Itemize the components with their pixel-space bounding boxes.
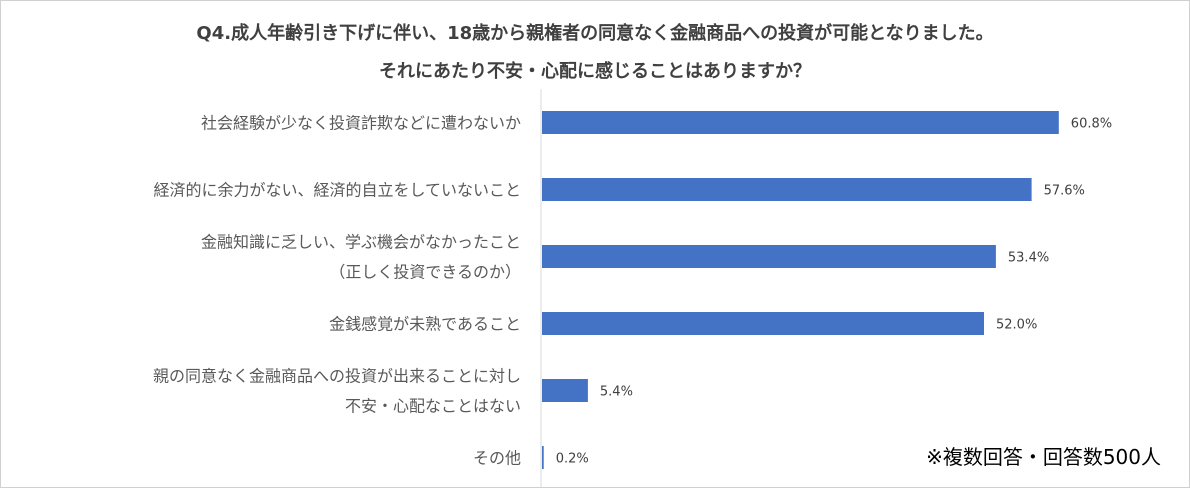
value-label-3: 52.0% <box>996 318 1037 333</box>
bar-4 <box>542 379 588 402</box>
chart-title-line-1: Q4.成人年齢引き下げに伴い、18歳から親権者の同意なく金融商品への投資が可能と… <box>196 23 994 44</box>
category-label-2-0: 金融知識に乏しい、学ぶ機会がなかったこと <box>201 233 521 252</box>
chart-title-line-2: それにあたり不安・心配に感じることはありますか？ <box>379 61 811 82</box>
bar-0 <box>542 111 1059 134</box>
response-note: ※複数回答・回答数500人 <box>926 445 1161 469</box>
value-label-2: 53.4% <box>1008 251 1049 266</box>
category-label-5-0: その他 <box>473 449 521 468</box>
bar-1 <box>542 178 1032 201</box>
bar-2 <box>542 245 996 268</box>
value-label-1: 57.6% <box>1044 184 1085 199</box>
category-label-4-0: 親の同意なく金融商品への投資が出来ることに対し <box>153 367 521 386</box>
category-label-1-0: 経済的に余力がない、経済的自立をしていないこと <box>153 181 521 200</box>
value-label-5: 0.2% <box>556 452 589 467</box>
bar-3 <box>542 312 984 335</box>
category-label-4-1: 不安・心配なことはない <box>345 397 521 416</box>
bar-5 <box>542 446 544 469</box>
value-label-0: 60.8% <box>1071 117 1112 132</box>
value-label-4: 5.4% <box>600 385 633 400</box>
category-label-3-0: 金銭感覚が未熟であること <box>329 315 521 334</box>
category-label-0-0: 社会経験が少なく投資詐欺などに遭わないか <box>201 114 521 133</box>
category-label-2-1: （正しく投資できるのか） <box>329 263 521 282</box>
